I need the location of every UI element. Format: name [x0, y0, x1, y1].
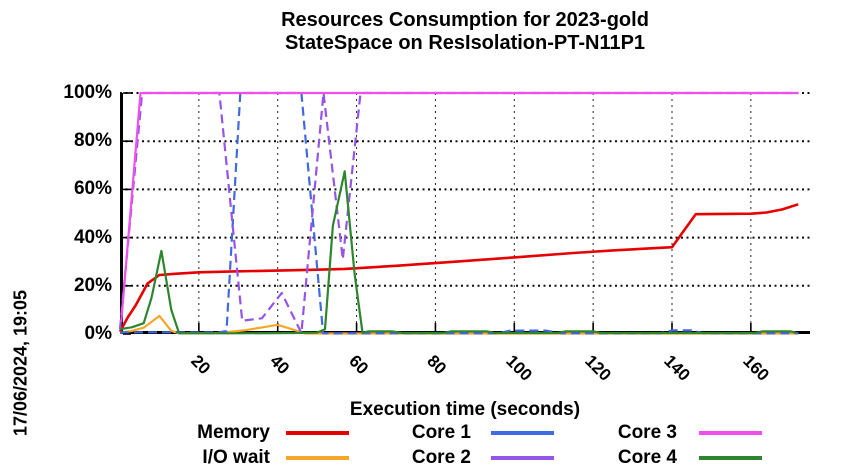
- chart-title: Resources Consumption for 2023-gold Stat…: [120, 9, 810, 55]
- x-tick-label: 160: [739, 351, 773, 385]
- legend-swatch-core-3: [699, 431, 762, 435]
- series-line-memory: [118, 203, 799, 333]
- legend-label-memory: Memory: [197, 422, 270, 443]
- plot-area: [118, 91, 810, 335]
- x-tick-label: 100: [502, 351, 537, 385]
- legend-label-i-o-wait: I/O wait: [202, 447, 270, 468]
- y-tick-label: 80%: [73, 130, 112, 152]
- series-line-core-3: [120, 91, 799, 322]
- x-tick-label: 40: [265, 351, 293, 379]
- chart-title-line2: StateSpace on ResIsolation-PT-N11P1: [284, 32, 646, 54]
- y-tick-label: 20%: [73, 274, 112, 296]
- series-line-core-4: [119, 170, 797, 335]
- x-tick-label: 120: [581, 351, 615, 385]
- legend-label-core-3: Core 3: [617, 422, 677, 443]
- y-tick-label: 100%: [63, 82, 112, 103]
- legend-swatch-memory: [286, 431, 349, 435]
- chart-title-line1: Resources Consumption for 2023-gold: [281, 9, 649, 31]
- x-tick-label: 140: [660, 351, 694, 385]
- x-tick-label: 80: [423, 351, 451, 379]
- legend-swatch-core-4: [699, 456, 762, 460]
- legend-label-core-1: Core 1: [411, 422, 471, 443]
- x-axis-title: Execution time (seconds): [349, 399, 581, 420]
- legend-label-core-2: Core 2: [411, 447, 471, 468]
- legend-swatch-i-o-wait: [286, 456, 349, 460]
- legend-swatch-core-1: [491, 431, 554, 435]
- timestamp-label: 17/06/2024, 19:05: [10, 289, 31, 437]
- x-tick-label: 20: [187, 351, 214, 379]
- y-tick-label: 60%: [73, 178, 112, 200]
- y-tick-label: 0%: [84, 323, 112, 344]
- legend-label-core-4: Core 4: [617, 447, 677, 468]
- series-line-core-1: [120, 91, 799, 335]
- legend-swatch-core-2: [491, 456, 554, 460]
- y-tick-label: 40%: [73, 226, 112, 248]
- x-tick-label: 60: [344, 351, 372, 379]
